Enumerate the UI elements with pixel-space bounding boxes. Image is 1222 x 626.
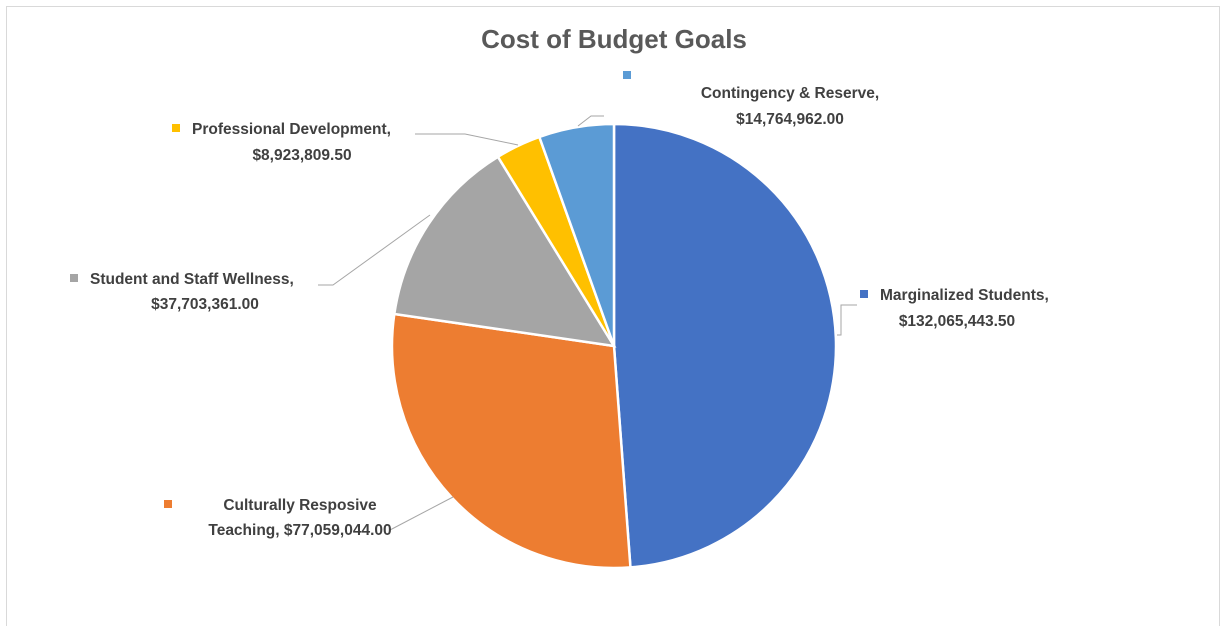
label-leader-line bbox=[577, 115, 604, 127]
label-color-key bbox=[70, 274, 78, 282]
pie-slice bbox=[612, 122, 838, 569]
pie-slice bbox=[390, 312, 632, 570]
data-label: Student and Staff Wellness, bbox=[90, 271, 294, 288]
data-label: $8,923,809.50 bbox=[252, 147, 351, 164]
pie-slice bbox=[392, 155, 617, 348]
data-label: Contingency & Reserve, bbox=[701, 85, 879, 102]
data-label: Teaching, $77,059,044.00 bbox=[208, 522, 391, 539]
label-color-key bbox=[860, 290, 868, 298]
data-label: $37,703,361.00 bbox=[151, 296, 259, 313]
data-label: Marginalized Students, bbox=[880, 287, 1049, 304]
data-label: Culturally Resposive bbox=[223, 497, 377, 514]
chart-title: Cost of Budget Goals bbox=[481, 24, 747, 54]
data-label: Professional Development, bbox=[192, 121, 391, 138]
label-leader-line bbox=[415, 133, 519, 146]
label-color-key bbox=[172, 124, 180, 132]
label-color-key bbox=[623, 71, 631, 79]
data-label: $132,065,443.50 bbox=[899, 313, 1015, 330]
label-leader-line bbox=[318, 214, 431, 286]
pie-slice bbox=[537, 122, 616, 347]
label-color-key bbox=[164, 500, 172, 508]
data-label: $14,764,962.00 bbox=[736, 111, 844, 128]
label-leader-line bbox=[837, 304, 857, 336]
chart-area bbox=[6, 6, 1220, 626]
label-leader-line bbox=[389, 496, 454, 531]
